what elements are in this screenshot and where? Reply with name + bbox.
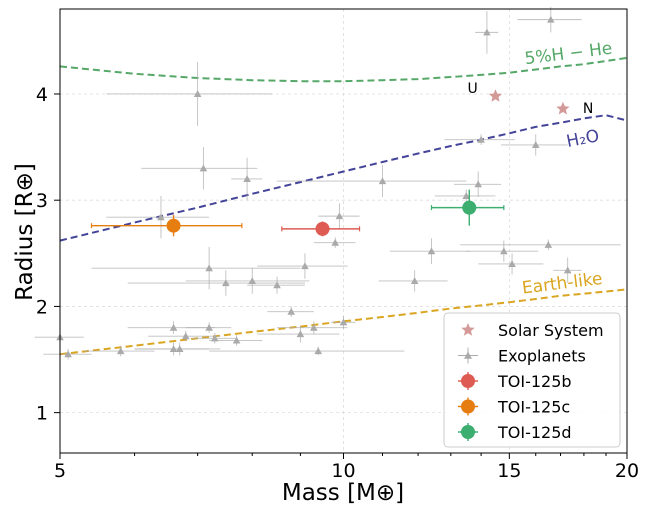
- exoplanet-point: [331, 315, 356, 329]
- legend-box: [443, 312, 621, 448]
- exoplanet-point: [191, 332, 237, 344]
- exoplanet-point: [106, 195, 210, 239]
- y-tick-label: 2: [36, 296, 48, 318]
- legend-label: Exoplanets: [498, 347, 586, 366]
- exoplanet-point: [106, 62, 273, 126]
- exoplanet-point: [91, 246, 301, 290]
- toi-point: [281, 221, 361, 237]
- exoplanet-point: [141, 147, 258, 190]
- exoplanet-point: [134, 342, 221, 356]
- x-tick-label: 10: [331, 460, 355, 482]
- grid: [60, 9, 627, 453]
- y-tick-label: 4: [36, 84, 48, 106]
- exoplanet-point: [318, 203, 360, 229]
- x-tick-label: 20: [615, 460, 639, 482]
- solar-system-label: N: [583, 101, 593, 117]
- legend: Solar System Exoplanets TOI-125b TOI-125c TO…: [443, 312, 621, 448]
- legend-entry: TOI-125d: [458, 423, 572, 442]
- y-tick-label: 1: [36, 403, 48, 425]
- exoplanet-point: [313, 237, 356, 248]
- exoplanet-point: [147, 330, 221, 342]
- solar-system-points: UN: [467, 81, 593, 117]
- legend-entry: TOI-125b: [458, 372, 572, 391]
- exoplanet-point: [247, 276, 305, 294]
- exoplanet-point: [453, 171, 502, 198]
- y-axis-title: Radius [R⊕]: [12, 163, 38, 301]
- legend-marker: [464, 351, 472, 359]
- exoplanet-point: [127, 270, 305, 296]
- solar-system-star: [488, 89, 503, 102]
- exoplanet-point: [257, 253, 348, 279]
- exoplanet-point: [501, 134, 568, 156]
- exoplanet-point: [378, 270, 448, 292]
- toi-points: [90, 189, 505, 237]
- solar-system-label: U: [467, 81, 477, 97]
- exoplanet-point: [83, 345, 155, 357]
- exoplanet-point: [389, 238, 470, 264]
- exoplanet-point: [231, 157, 263, 201]
- toi-point: [90, 215, 243, 237]
- exoplanet-point: [277, 165, 467, 198]
- exoplanet-point: [185, 268, 310, 294]
- exoplanet-point: [478, 253, 544, 275]
- composition-curve: [59, 56, 628, 83]
- legend-entry: Solar System: [461, 321, 604, 340]
- solar-system-star: [556, 101, 570, 115]
- legend-label: TOI-125b: [497, 372, 572, 391]
- exoplanet-point: [267, 306, 314, 318]
- exoplanet-points: [34, 6, 621, 360]
- y-tick-label: 3: [36, 190, 48, 212]
- exoplanet-point: [209, 346, 405, 356]
- exoplanet-point: [460, 239, 621, 251]
- toi-point: [430, 189, 505, 226]
- exoplanet-point: [444, 134, 515, 145]
- legend-marker: [461, 374, 475, 388]
- x-tick-label: 15: [497, 460, 521, 482]
- composition-curve: [59, 288, 628, 356]
- composition-curve-label: H₂O: [565, 126, 601, 152]
- exoplanet-point: [466, 240, 539, 262]
- x-axis-title: Mass [M⊕]: [282, 480, 404, 506]
- exoplanet-point: [257, 325, 340, 343]
- exoplanet-point: [517, 6, 582, 33]
- exoplanet-point: [434, 189, 496, 203]
- axes: 5 10 15 20 1 2 3 4: [36, 84, 639, 482]
- exoplanet-point: [553, 257, 582, 284]
- exoplanet-point: [34, 324, 84, 350]
- composition-curve-label: Earth-like: [521, 269, 604, 299]
- legend-label: TOI-125c: [497, 398, 570, 417]
- exoplanet-point: [43, 348, 92, 360]
- legend-label: TOI-125d: [497, 423, 572, 442]
- exoplanet-point: [209, 335, 263, 346]
- legend-marker: [461, 323, 475, 336]
- legend-marker: [461, 425, 475, 439]
- exoplanet-point: [185, 322, 232, 333]
- legend-label: Solar System: [498, 321, 604, 340]
- legend-marker: [461, 399, 475, 414]
- composition-curve-label: 5%H − He: [524, 39, 614, 70]
- x-tick-label: 5: [54, 460, 66, 482]
- legend-entry: Exoplanets: [458, 347, 586, 366]
- legend-entry: TOI-125c: [458, 397, 570, 417]
- exoplanet-point: [277, 321, 348, 335]
- exoplanet-point: [475, 11, 499, 54]
- composition-curve: [59, 114, 628, 242]
